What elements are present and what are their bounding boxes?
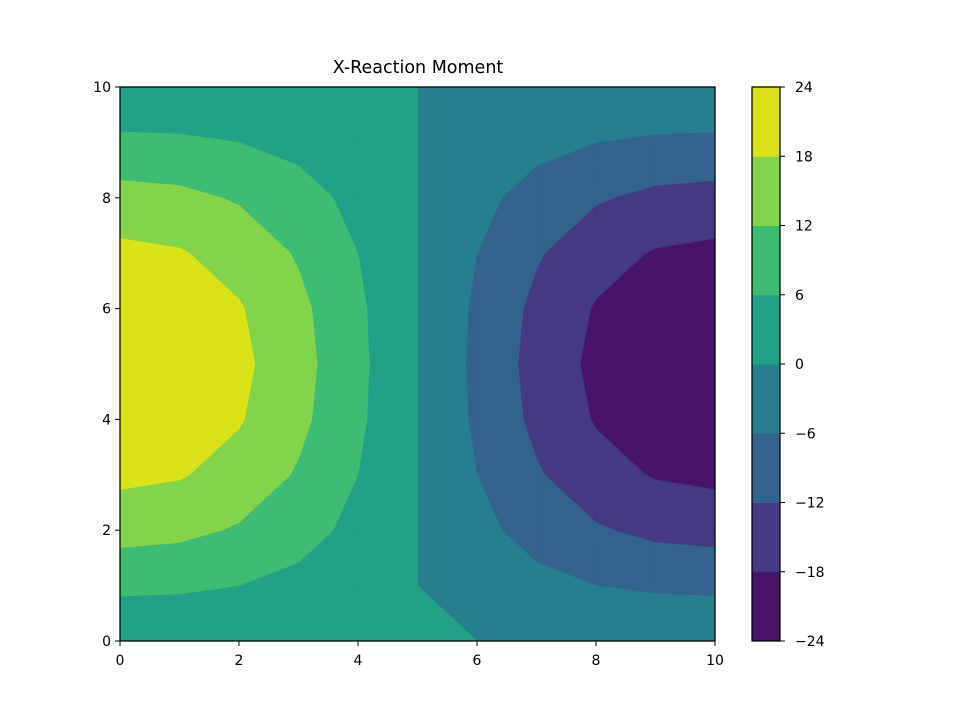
x-tick-label: 0	[116, 653, 125, 669]
colorbar-band-8	[752, 87, 780, 157]
contour-plot-area	[119, 86, 716, 642]
contour-band-8	[119, 238, 256, 490]
colorbar-tick-label: −24	[795, 634, 825, 650]
x-tick-label: 8	[592, 653, 601, 669]
colorbar-band-3	[752, 433, 780, 503]
y-tick-label: 2	[102, 523, 111, 539]
x-tick-label: 4	[354, 653, 363, 669]
chart-title: X-Reaction Moment	[333, 58, 504, 78]
y-tick-label: 4	[102, 412, 111, 428]
colorbar-tick-label: 0	[795, 357, 804, 373]
colorbar-tick-label: 12	[795, 219, 813, 235]
y-tick-label: 10	[93, 80, 111, 96]
x-axis: 0 2 4 6 8 10	[116, 641, 724, 669]
colorbar-band-2	[752, 502, 780, 573]
colorbar-tick-label: 18	[795, 149, 813, 165]
colorbar-tick-label: −6	[795, 426, 816, 442]
y-tick-label: 0	[102, 634, 111, 650]
plot-frame	[119, 86, 716, 642]
colorbar-band-5	[752, 294, 780, 365]
x-tick-label: 10	[706, 653, 724, 669]
colorbar-band-4	[752, 364, 780, 434]
contour-band-3	[465, 131, 716, 597]
colorbar-tick-label: −18	[795, 565, 825, 581]
colorbar-tick-label: −12	[795, 496, 825, 512]
colorbar-tick-label: 24	[795, 80, 813, 96]
colorbar-tick-label: 6	[795, 288, 804, 304]
colorbar-band-1	[752, 571, 780, 642]
y-axis: 0 2 4 6 8 10	[93, 80, 120, 650]
colorbar-band-6	[752, 225, 780, 296]
colorbar-band-7	[752, 156, 780, 226]
x-tick-label: 6	[473, 653, 482, 669]
x-tick-label: 2	[235, 653, 244, 669]
y-tick-label: 6	[102, 302, 111, 318]
colorbar: −24 −18 −12 −6 0 6 12 18 24	[751, 80, 825, 650]
y-tick-label: 8	[102, 191, 111, 207]
